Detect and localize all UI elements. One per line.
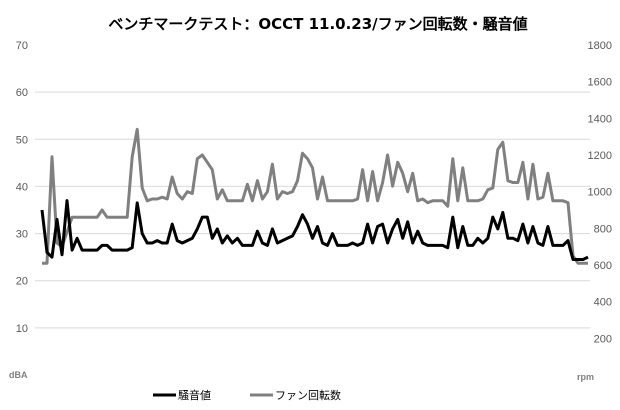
left-tick-label: 60 [16,87,28,99]
left-tick-label: 20 [16,276,28,288]
right-tick-label: 800 [594,223,612,235]
left-tick-label: 40 [16,181,28,193]
left-axis-unit: dBA [9,370,28,380]
chart-title: ベンチマークテスト：OCCT 11.0.23/ファン回転数・騒音値 [108,15,527,33]
right-tick-label: 1800 [588,40,612,52]
right-tick-label: 600 [594,260,612,272]
right-tick-label: 1200 [588,150,612,162]
series-line-fan [42,127,588,265]
gridlines [35,91,590,329]
left-tick-label: 30 [16,229,28,241]
legend: 騒音値 ファン回転数 [153,388,341,402]
right-axis-ticks: 200 400 600 800 1000 1200 1400 1600 1800 [588,40,612,345]
right-tick-label: 1400 [588,113,612,125]
series-line-noise [40,199,589,261]
left-tick-label: 50 [16,134,28,146]
left-tick-label: 10 [16,323,28,335]
right-tick-label: 1000 [588,187,612,199]
legend-label-noise: 騒音値 [178,388,211,402]
right-tick-label: 400 [594,297,612,309]
left-axis-ticks: 10 20 30 40 50 60 70 [16,40,28,335]
series-lines [40,127,589,265]
right-tick-label: 200 [594,333,612,345]
left-tick-label: 70 [16,40,28,52]
right-axis-unit: rpm [577,372,594,382]
right-tick-label: 1600 [588,77,612,89]
legend-label-fan: ファン回転数 [275,389,341,402]
